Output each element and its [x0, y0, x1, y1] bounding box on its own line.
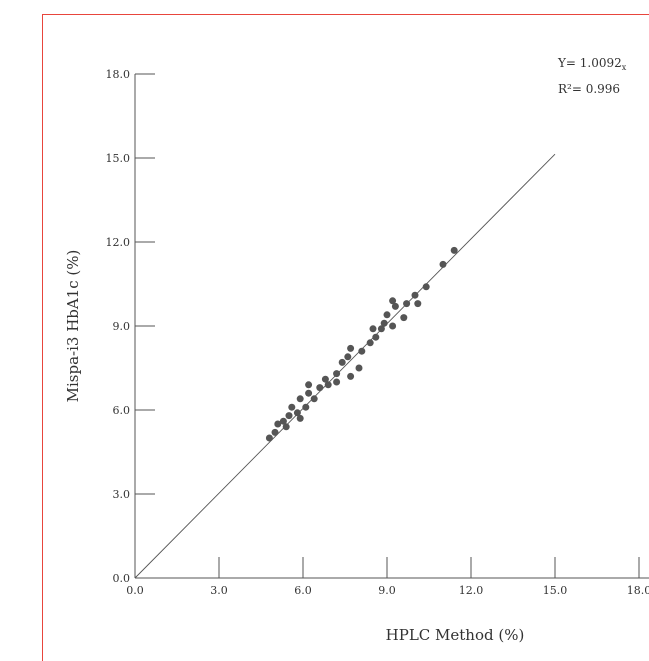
- x-tick-label: 0.0: [126, 584, 144, 597]
- regression-equation-prefix: Y= 1.0092: [557, 56, 622, 70]
- y-tick-label: 0.0: [113, 572, 131, 585]
- y-axis-title: Mispa-i3 HbA1c (%): [64, 250, 82, 403]
- data-point: [338, 358, 346, 366]
- x-tick-label: 18.0: [627, 584, 649, 597]
- regression-equation-subscript: x: [622, 63, 627, 72]
- data-point: [389, 322, 397, 330]
- data-point: [296, 395, 304, 403]
- data-point: [321, 375, 329, 383]
- x-tick-label: 6.0: [294, 584, 312, 597]
- data-point: [305, 381, 313, 389]
- data-point: [422, 283, 430, 291]
- data-point: [439, 260, 447, 268]
- data-point: [347, 344, 355, 352]
- data-point: [355, 364, 363, 372]
- data-point: [377, 325, 385, 333]
- data-point: [279, 417, 287, 425]
- y-ticks: 0.0 3.0 6.0 9.0 12.0 15.0 18.0: [106, 68, 155, 585]
- data-point: [333, 378, 341, 386]
- data-point: [333, 370, 341, 378]
- x-tick-label: 15.0: [543, 584, 568, 597]
- y-tick-label: 6.0: [113, 404, 131, 417]
- data-point: [383, 311, 391, 319]
- data-points: [265, 246, 458, 442]
- data-point: [293, 409, 301, 417]
- regression-equation: Y= 1.0092x: [557, 56, 627, 72]
- y-tick-label: 9.0: [113, 320, 131, 333]
- y-tick-label: 15.0: [106, 152, 131, 165]
- data-point: [316, 384, 324, 392]
- frame-border-top: [42, 14, 649, 15]
- data-point: [403, 300, 411, 308]
- data-point: [450, 246, 458, 254]
- x-tick-label: 12.0: [459, 584, 484, 597]
- data-point: [305, 389, 313, 397]
- data-point: [265, 434, 273, 442]
- data-point: [369, 325, 377, 333]
- data-point: [380, 319, 388, 327]
- data-point: [366, 339, 374, 347]
- data-point: [391, 302, 399, 310]
- x-ticks: 0.0 3.0 6.0 9.0 12.0 15.0 18.0: [126, 557, 649, 597]
- x-tick-label: 9.0: [378, 584, 396, 597]
- data-point: [274, 420, 282, 428]
- data-point: [288, 403, 296, 411]
- y-tick-label: 12.0: [106, 236, 131, 249]
- x-tick-label: 3.0: [210, 584, 228, 597]
- y-tick-label: 18.0: [106, 68, 131, 81]
- data-point: [414, 300, 422, 308]
- data-point: [310, 395, 318, 403]
- data-point: [324, 381, 332, 389]
- data-point: [411, 291, 419, 299]
- data-point: [285, 412, 293, 420]
- x-axis-title: HPLC Method (%): [386, 626, 525, 644]
- y-tick-label: 3.0: [113, 488, 131, 501]
- data-point: [296, 414, 304, 422]
- data-point: [347, 372, 355, 380]
- regression-line: [134, 153, 556, 579]
- data-point: [271, 428, 279, 436]
- data-point: [282, 423, 290, 431]
- data-point: [302, 403, 310, 411]
- data-point: [344, 353, 352, 361]
- data-point: [400, 314, 408, 322]
- r-squared-label: R²= 0.996: [558, 82, 620, 96]
- data-point: [358, 347, 366, 355]
- frame-border-left: [42, 14, 43, 661]
- data-point: [389, 297, 397, 305]
- data-point: [372, 333, 380, 341]
